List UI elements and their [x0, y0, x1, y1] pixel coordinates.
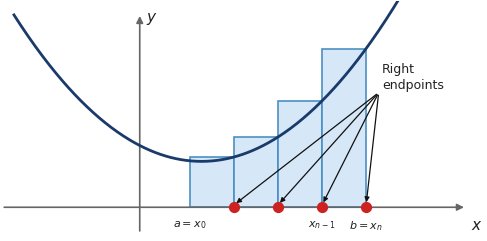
Point — [274, 205, 282, 209]
Text: x: x — [472, 218, 481, 233]
Text: y: y — [146, 10, 155, 25]
Text: $a = x_0$: $a = x_0$ — [173, 219, 207, 231]
Point — [318, 205, 326, 209]
Point — [230, 205, 238, 209]
Bar — [234, 137, 278, 207]
Point — [362, 205, 370, 209]
Text: $b = x_n$: $b = x_n$ — [349, 219, 383, 233]
Bar — [190, 157, 234, 207]
Text: Right
endpoints: Right endpoints — [382, 63, 444, 92]
Bar — [322, 48, 366, 207]
Text: $x_{n-1}$: $x_{n-1}$ — [308, 219, 336, 231]
Bar — [278, 101, 322, 207]
